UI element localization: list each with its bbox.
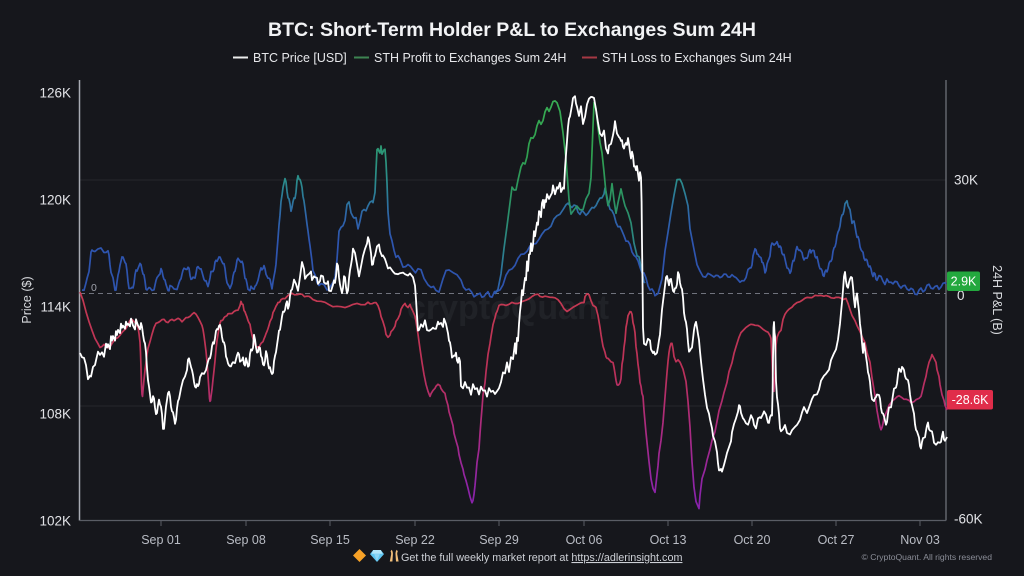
svg-text:Sep 01: Sep 01 (141, 533, 181, 547)
svg-text:-60K: -60K (954, 512, 983, 527)
svg-text:Oct 27: Oct 27 (818, 533, 855, 547)
svg-text:108K: 108K (39, 407, 71, 422)
svg-text:cryptoQuant: cryptoQuant (407, 289, 609, 327)
svg-text:Oct 13: Oct 13 (650, 533, 687, 547)
svg-text:126K: 126K (39, 86, 71, 101)
svg-text:Sep 22: Sep 22 (395, 533, 435, 547)
svg-text:30K: 30K (954, 173, 978, 188)
svg-text:© CryptoQuant. All rights rese: © CryptoQuant. All rights reserved (861, 552, 992, 562)
svg-text:BTC Price [USD]: BTC Price [USD] (253, 51, 347, 65)
svg-text:Oct 06: Oct 06 (566, 533, 603, 547)
svg-text:Get the full weekly market rep: Get the full weekly market report at htt… (401, 552, 682, 564)
svg-text:120K: 120K (39, 193, 71, 208)
svg-text:-28.6K: -28.6K (952, 393, 989, 407)
svg-text:0: 0 (957, 288, 965, 303)
svg-text:STH Profit to Exchanges Sum 24: STH Profit to Exchanges Sum 24H (374, 51, 566, 65)
svg-text:BTC: Short-Term Holder P&L to: BTC: Short-Term Holder P&L to Exchanges … (268, 19, 756, 41)
svg-text:102K: 102K (39, 514, 71, 529)
svg-text:0: 0 (91, 282, 97, 294)
svg-text:Price ($): Price ($) (20, 276, 34, 323)
svg-text:114K: 114K (40, 300, 71, 315)
svg-text:2.9K: 2.9K (951, 275, 977, 289)
svg-text:Sep 08: Sep 08 (226, 533, 266, 547)
svg-text:24H P&L (B): 24H P&L (B) (990, 265, 1004, 335)
svg-text:Sep 15: Sep 15 (310, 533, 350, 547)
svg-text:Oct 20: Oct 20 (734, 533, 771, 547)
svg-text:Nov 03: Nov 03 (900, 533, 940, 547)
svg-text:Sep 29: Sep 29 (479, 533, 519, 547)
svg-text:STH Loss to Exchanges Sum 24H: STH Loss to Exchanges Sum 24H (602, 51, 792, 65)
